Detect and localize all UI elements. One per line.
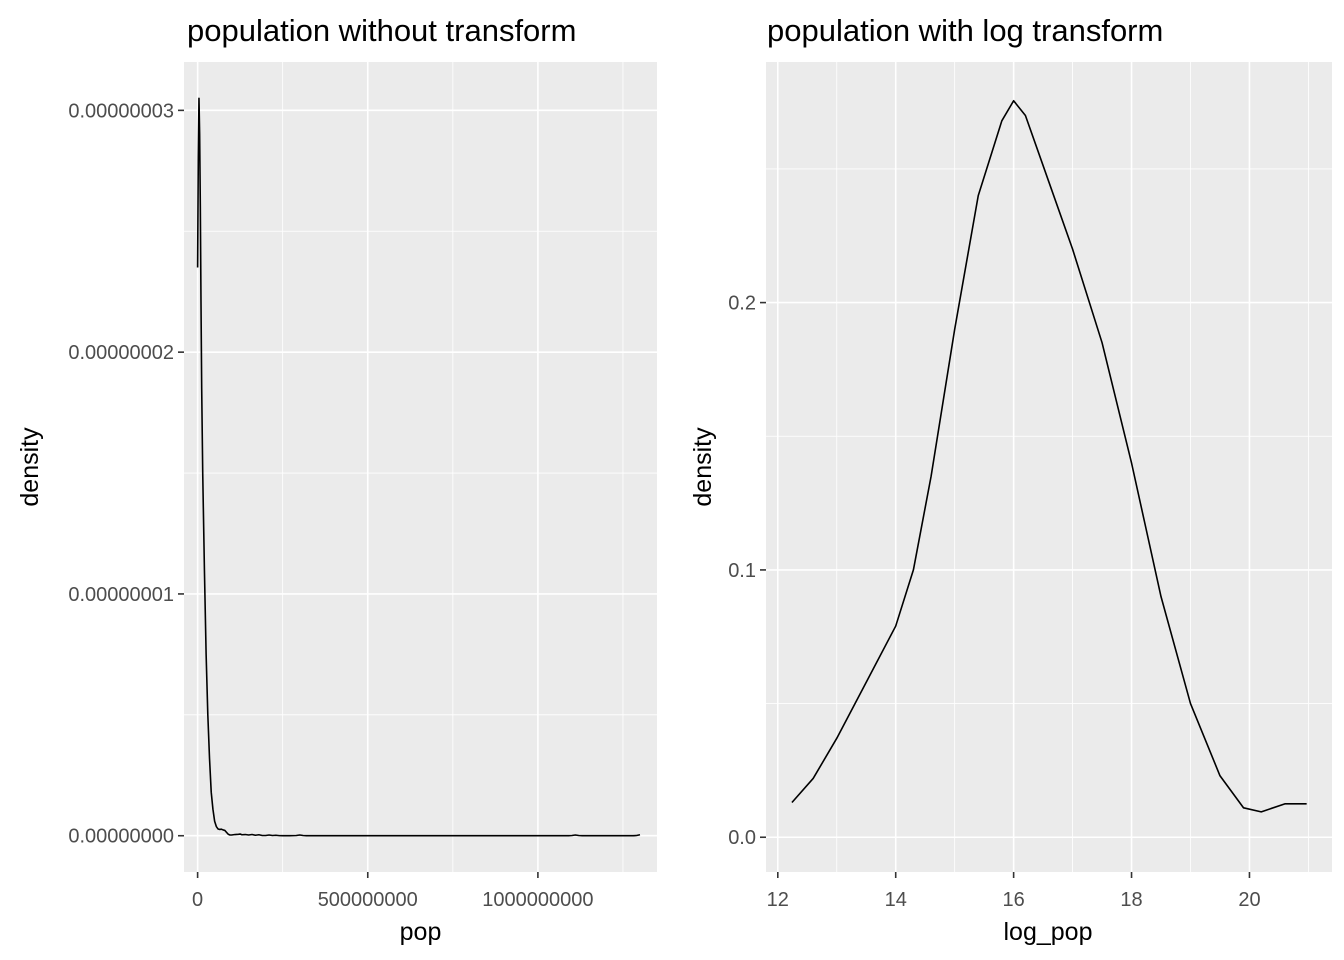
y-tick-label: 0.2 [728, 293, 756, 315]
density-line [196, 97, 641, 837]
chart-panel-pop: population without transform 0.000000000… [16, 13, 657, 946]
plot-background [766, 62, 1332, 872]
x-axis-title: pop [400, 918, 442, 946]
y-tick-label: 0.0 [728, 827, 756, 849]
plot-background [184, 62, 657, 872]
x-tick-label: 14 [885, 889, 907, 911]
chart-title: population with log transform [767, 13, 1163, 48]
x-tick-label: 1000000000 [482, 889, 593, 911]
x-tick-label: 12 [767, 889, 789, 911]
chart-panel-log-pop: population with log transform 0.00.10.2 … [689, 13, 1332, 946]
y-axis: 0.00000000 0.00000001 0.00000002 0.00000003 [68, 100, 184, 848]
x-tick-label: 16 [1003, 889, 1025, 911]
y-tick-label: 0.00000002 [68, 342, 174, 364]
y-tick-label: 0.1 [728, 560, 756, 582]
x-tick-label: 0 [192, 889, 203, 911]
y-axis: 0.0 0.1 0.2 [728, 293, 766, 849]
y-axis-title: density [16, 427, 44, 507]
x-tick-label: 18 [1120, 889, 1142, 911]
chart-title: population without transform [187, 13, 576, 48]
y-tick-label: 0.00000001 [68, 584, 174, 606]
x-tick-label: 20 [1238, 889, 1260, 911]
y-tick-label: 0.00000000 [68, 826, 174, 848]
y-axis-title: density [689, 427, 717, 507]
x-axis-title: log_pop [1004, 918, 1093, 946]
x-tick-label: 500000000 [318, 889, 418, 911]
density-line [791, 99, 1307, 813]
y-tick-label: 0.00000003 [68, 100, 174, 122]
x-axis: 0 500000000 1000000000 [192, 872, 594, 911]
gridlines [766, 62, 1332, 872]
x-axis: 12 14 16 18 20 [767, 872, 1261, 911]
